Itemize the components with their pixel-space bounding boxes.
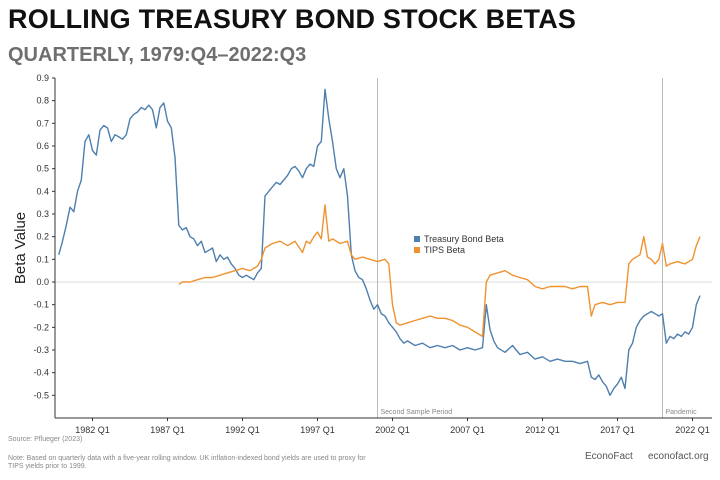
chart-title: ROLLING TREASURY BOND STOCK BETAS	[8, 4, 577, 34]
y-tick-label: 0.1	[36, 254, 49, 264]
legend-swatch	[414, 247, 420, 253]
y-tick-label: 0.6	[36, 141, 49, 151]
reference-line-label-0: Second Sample Period	[381, 409, 453, 416]
y-tick-label: 0.7	[36, 118, 49, 128]
x-tick-label: 1987 Q1	[150, 425, 185, 435]
y-axis-label: Beta Value	[12, 212, 29, 284]
legend-swatch	[414, 236, 420, 242]
reference-lines: Second Sample Period Pandemic	[55, 78, 712, 418]
x-tick-label: 2007 Q1	[450, 425, 485, 435]
brand-label: EconoFact	[585, 451, 633, 462]
y-tick-label: 0.2	[36, 232, 49, 242]
y-tick-label: 0.4	[36, 186, 49, 196]
y-tick-label: -0.4	[33, 368, 49, 378]
axes: -0.5 -0.4 -0.3 -0.2 -0.1 0.0 0.1 0.2 0.3 0.4 0.5 0.…	[12, 73, 712, 435]
reference-line-label-1: Pandemic	[666, 409, 698, 416]
tips-beta-line	[178, 204, 701, 338]
site-label: econofact.org	[648, 451, 709, 462]
chart-subtitle: QUARTERLY, 1979:Q4–2022:Q3	[8, 44, 307, 66]
y-tick-label: -0.3	[33, 345, 49, 355]
y-tick-label: 0.0	[36, 277, 49, 287]
line-chart: Second Sample Period Pandemic -0.5-0.4-0.…	[12, 73, 712, 435]
x-tick-label: 2002 Q1	[375, 425, 410, 435]
y-tick-label: -0.2	[33, 322, 49, 332]
y-tick-label: 0.8	[36, 96, 49, 106]
series-lines	[58, 88, 701, 396]
y-tick-label: 0.5	[36, 164, 49, 174]
source-note: Source: Pflueger (2023)	[8, 436, 83, 443]
y-tick-label: 0.9	[36, 73, 49, 83]
y-tick-label: -0.5	[33, 390, 49, 400]
y-tick-label: -0.1	[33, 300, 49, 310]
x-tick-label: 2012 Q1	[525, 425, 560, 435]
legend-label: TIPS Beta	[424, 245, 465, 255]
legend-label: Treasury Bond Beta	[424, 234, 504, 244]
x-tick-label: 2022 Q1	[675, 425, 710, 435]
footnote: Note: Based on quarterly data with a fiv…	[8, 455, 366, 470]
treasury-bond-beta-line	[58, 88, 701, 396]
x-tick-label: 1982 Q1	[75, 425, 110, 435]
x-tick-label: 1992 Q1	[225, 425, 260, 435]
x-tick-label: 2017 Q1	[600, 425, 635, 435]
y-tick-label: 0.3	[36, 209, 49, 219]
x-tick-label: 1997 Q1	[300, 425, 335, 435]
